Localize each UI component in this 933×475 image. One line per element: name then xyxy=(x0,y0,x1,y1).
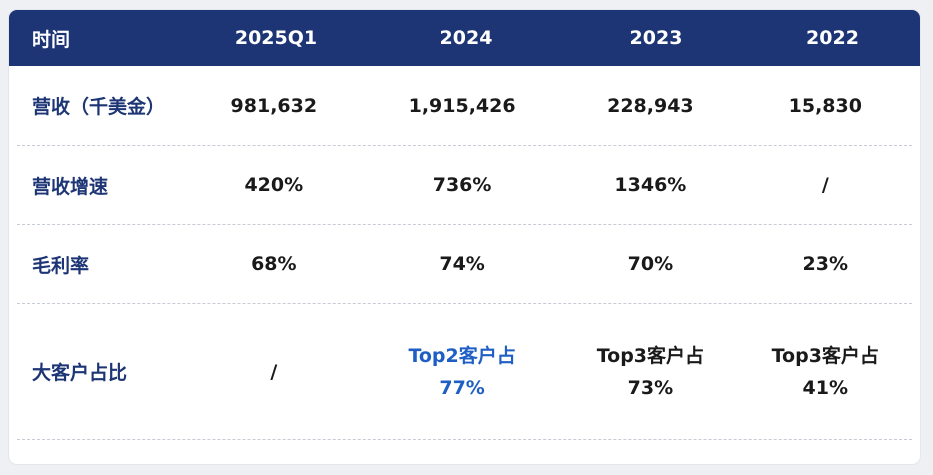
header-col-2025q1: 2025Q1 xyxy=(234,27,318,49)
table-cell-highlight: Top2客户占 77% xyxy=(362,340,562,404)
row-label: 大客户占比 xyxy=(32,362,128,384)
table-cell: 736% xyxy=(432,174,492,196)
table-cell: 1346% xyxy=(614,174,687,196)
table-cell: 70% xyxy=(627,253,674,275)
cell-line: / xyxy=(270,360,278,383)
table-cell: / xyxy=(186,356,362,388)
header-col-2023: 2023 xyxy=(629,27,683,49)
cell-line: Top3客户占 xyxy=(771,344,879,367)
table-row-revenue-growth: 营收增速 420% 736% 1346% / xyxy=(17,146,912,225)
table-cell: 68% xyxy=(251,253,297,275)
table-cell: / xyxy=(821,174,829,196)
table-cell: 23% xyxy=(802,253,849,275)
row-label: 毛利率 xyxy=(32,254,90,277)
cell-line: 41% xyxy=(802,376,849,399)
table-row-major-customers: 大客户占比 / Top2客户占 77% Top3客户占 73% Top3客户占 … xyxy=(17,304,912,440)
table-cell: 228,943 xyxy=(607,94,694,117)
table-cell: 420% xyxy=(244,174,304,196)
header-label: 时间 xyxy=(32,28,71,51)
data-table: 时间 2025Q1 2024 2023 2022 营收（千美金） 981,632… xyxy=(9,10,920,464)
table-cell: 981,632 xyxy=(230,94,318,117)
table-cell: Top3客户占 73% xyxy=(562,340,738,404)
table-cell: 15,830 xyxy=(788,94,862,117)
table-cell: Top3客户占 41% xyxy=(739,340,912,404)
cell-line: 77% xyxy=(439,376,485,399)
row-label: 营收增速 xyxy=(32,175,109,198)
table-row-gross-margin: 毛利率 68% 74% 70% 23% xyxy=(17,225,912,304)
table-cell: 1,915,426 xyxy=(408,94,516,117)
header-col-2022: 2022 xyxy=(806,27,859,49)
cell-line: Top2客户占 xyxy=(408,344,516,367)
cell-line: 73% xyxy=(627,376,674,399)
cell-line: Top3客户占 xyxy=(596,344,705,367)
table-row-revenue: 营收（千美金） 981,632 1,915,426 228,943 15,830 xyxy=(17,66,912,146)
header-col-2024: 2024 xyxy=(439,27,493,49)
row-label: 营收（千美金） xyxy=(32,96,166,118)
table-cell: 74% xyxy=(439,253,485,275)
table-header: 时间 2025Q1 2024 2023 2022 xyxy=(9,10,920,66)
